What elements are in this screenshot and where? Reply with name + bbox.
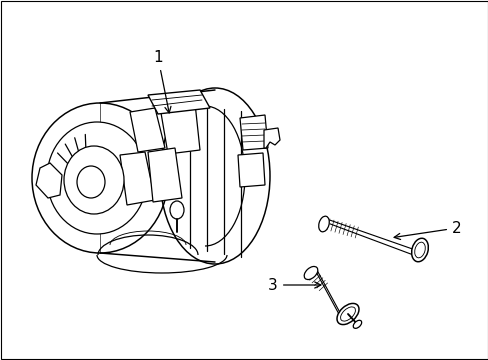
Polygon shape: [160, 103, 200, 154]
Ellipse shape: [64, 146, 124, 214]
Ellipse shape: [160, 88, 269, 264]
Text: 3: 3: [268, 278, 320, 292]
Ellipse shape: [340, 307, 355, 321]
Text: 1: 1: [153, 50, 171, 113]
Polygon shape: [130, 108, 164, 152]
Polygon shape: [240, 115, 267, 150]
Polygon shape: [264, 128, 280, 148]
Polygon shape: [120, 152, 155, 205]
Ellipse shape: [304, 266, 317, 280]
Ellipse shape: [318, 216, 328, 232]
Polygon shape: [148, 148, 182, 202]
Ellipse shape: [47, 122, 147, 234]
Ellipse shape: [352, 320, 361, 328]
Ellipse shape: [77, 166, 105, 198]
Ellipse shape: [411, 238, 427, 262]
Ellipse shape: [170, 201, 183, 219]
Ellipse shape: [336, 303, 358, 325]
Ellipse shape: [414, 242, 425, 258]
Polygon shape: [238, 153, 264, 187]
Polygon shape: [148, 90, 209, 114]
Polygon shape: [36, 163, 62, 198]
Text: 2: 2: [393, 220, 461, 239]
